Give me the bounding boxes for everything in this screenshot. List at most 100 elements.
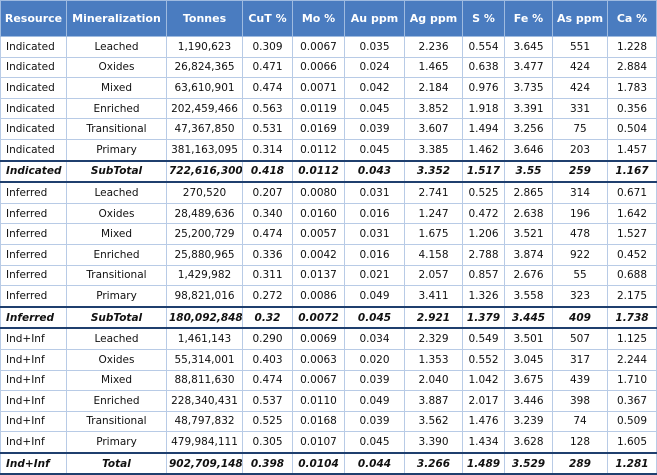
value-cell: 0.367 [607,390,657,412]
value-cell: 1,190,623 [166,36,243,58]
value-cell: 0.0112 [292,159,345,184]
table-body: Indicated Leached 1,190,623 0.309 0.0067 0.03… [0,36,657,475]
value-cell: 0.336 [242,243,293,266]
value-cell: 0.537 [242,390,293,412]
value-cell: 3.266 [404,451,463,475]
value-cell: 0.045 [344,431,405,454]
table-row: Inferred Mixed 25,200,729 0.474 0.0057 0.031 1… [0,223,657,245]
table-row: Indicated Leached 1,190,623 0.309 0.0067 0.03… [0,36,657,58]
mineralization-cell: Transitional [66,264,167,287]
value-cell: 3.385 [404,138,463,162]
value-cell: 2.921 [404,305,463,330]
value-cell: 0.0072 [292,305,345,330]
value-cell: 0.016 [344,202,405,225]
mineralization-cell: Mixed [66,223,167,245]
value-cell: 3.529 [504,451,553,475]
value-cell: 55 [552,264,608,287]
value-cell: 74 [552,410,608,433]
value-cell: 0.0067 [292,369,345,392]
value-cell: 3.390 [404,431,463,454]
resource-cell: Indicated [0,77,67,99]
value-cell: 439 [552,369,608,392]
value-cell: 1.125 [607,327,657,350]
value-cell: 3.501 [504,327,553,350]
value-cell: 1.476 [462,410,505,433]
value-cell: 1.783 [607,77,657,99]
value-cell: 0.034 [344,327,405,350]
value-cell: 0.403 [242,348,293,371]
value-cell: 0.049 [344,285,405,308]
value-cell: 1,461,143 [166,327,243,350]
column-header: Ag ppm [404,0,463,37]
resource-cell: Indicated [0,159,67,184]
value-cell: 398 [552,390,608,412]
resource-cell: Ind+Inf [0,369,67,392]
value-cell: 0.049 [344,390,405,412]
value-cell: 0.0104 [292,451,345,475]
mineralization-cell: Primary [66,285,167,308]
value-cell: 3.852 [404,97,463,120]
value-cell: 2.741 [404,181,463,204]
value-cell: 0.549 [462,327,505,350]
value-cell: 3.558 [504,285,553,308]
value-cell: 228,340,431 [166,390,243,412]
value-cell: 0.0067 [292,36,345,58]
value-cell: 922 [552,243,608,266]
resource-cell: Inferred [0,264,67,287]
value-cell: 128 [552,431,608,454]
mineralization-cell: Oxides [66,202,167,225]
value-cell: 1.228 [607,36,657,58]
value-cell: 0.0057 [292,223,345,245]
value-cell: 507 [552,327,608,350]
value-cell: 3.477 [504,56,553,79]
value-cell: 28,489,636 [166,202,243,225]
resource-cell: Inferred [0,305,67,330]
value-cell: 1.326 [462,285,505,308]
value-cell: 3.645 [504,36,553,58]
value-cell: 2.244 [607,348,657,371]
table-row: Ind+Inf Enriched 228,340,431 0.537 0.0110 0.0… [0,390,657,412]
value-cell: 0.021 [344,264,405,287]
value-cell: 0.045 [344,97,405,120]
value-cell: 0.024 [344,56,405,79]
value-cell: 88,811,630 [166,369,243,392]
value-cell: 1.281 [607,451,657,475]
resource-cell: Ind+Inf [0,431,67,454]
value-cell: 0.044 [344,451,405,475]
value-cell: 63,610,901 [166,77,243,99]
value-cell: 3.874 [504,243,553,266]
value-cell: 25,200,729 [166,223,243,245]
table-row: Ind+Inf Transitional 48,797,832 0.525 0.0168… [0,410,657,433]
value-cell: 0.474 [242,223,293,245]
value-cell: 0.039 [344,118,405,140]
value-cell: 551 [552,36,608,58]
value-cell: 424 [552,56,608,79]
value-cell: 3.607 [404,118,463,140]
value-cell: 1.918 [462,97,505,120]
resource-cell: Inferred [0,243,67,266]
value-cell: 902,709,148 [166,451,243,475]
table-row: Ind+Inf Oxides 55,314,001 0.403 0.0063 0.020 1… [0,348,657,371]
value-cell: 0.525 [462,181,505,204]
value-cell: 0.016 [344,243,405,266]
table-row: Indicated Mixed 63,610,901 0.474 0.0071 0.042… [0,77,657,99]
column-header: Au ppm [344,0,405,37]
value-cell: 0.0168 [292,410,345,433]
value-cell: 0.0110 [292,390,345,412]
value-cell: 0.0063 [292,348,345,371]
value-cell: 0.0112 [292,138,345,162]
value-cell: 0.857 [462,264,505,287]
value-cell: 0.0169 [292,118,345,140]
table-row: Inferred Leached 270,520 0.207 0.0080 0.031 2.… [0,181,657,204]
value-cell: 0.688 [607,264,657,287]
value-cell: 0.272 [242,285,293,308]
value-cell: 0.525 [242,410,293,433]
value-cell: 0.509 [607,410,657,433]
value-cell: 1.605 [607,431,657,454]
mineralization-cell: Leached [66,36,167,58]
value-cell: 2.676 [504,264,553,287]
value-cell: 381,163,095 [166,138,243,162]
value-cell: 1.167 [607,159,657,184]
column-header: Ca % [607,0,657,37]
